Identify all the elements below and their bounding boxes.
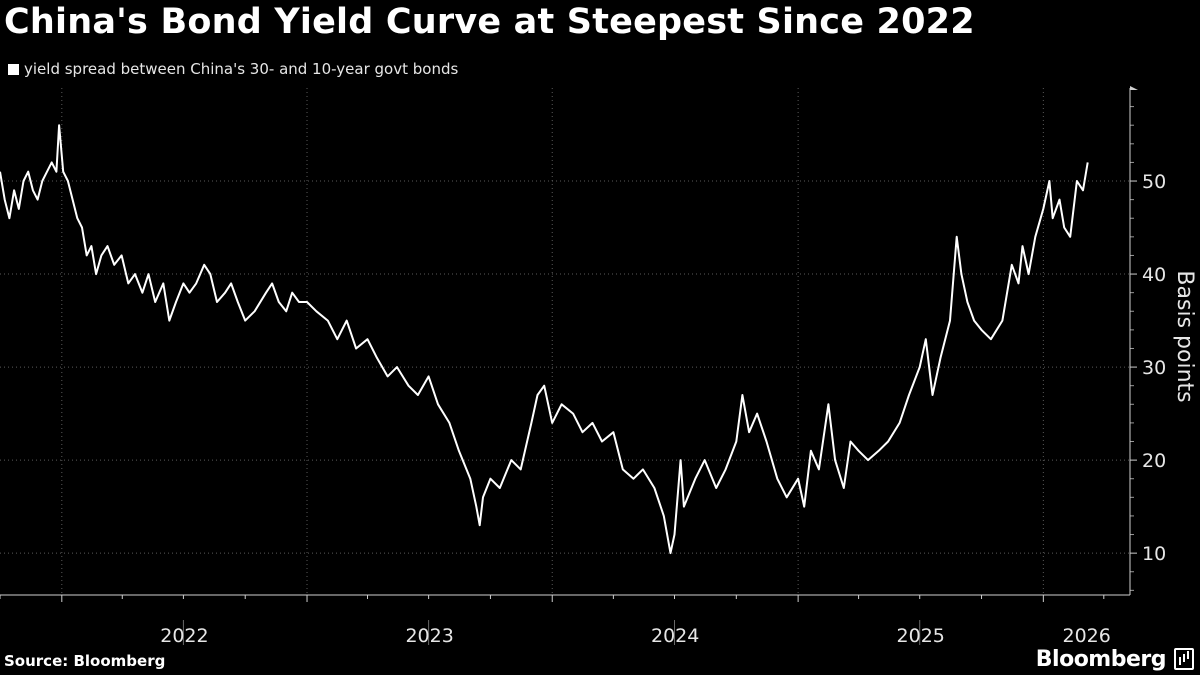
series [0, 124, 1089, 555]
y-axis-label: Basis points [1172, 270, 1197, 402]
series-line [0, 124, 1089, 555]
x-tick-label: 2024 [651, 625, 699, 647]
tick-labels: 10 20 30 40 50 Basis points 2022 2023 2024 2025 20… [160, 171, 1197, 647]
legend-swatch [8, 63, 19, 75]
y-tick-label: 50 [1142, 171, 1166, 193]
chart-icon [1174, 648, 1194, 670]
y-tick-label: 20 [1142, 450, 1166, 472]
x-tick-label: 2025 [897, 625, 945, 647]
x-tick-label: 2023 [405, 625, 453, 647]
legend: yield spread between China's 30- and 10-… [8, 60, 458, 78]
grid [0, 88, 1130, 595]
x-tick-label: 2026 [1062, 625, 1110, 647]
source-note: Source: Bloomberg [4, 652, 166, 670]
x-tick-label: 2022 [160, 625, 208, 647]
legend-label: yield spread between China's 30- and 10-… [24, 60, 459, 78]
chart-title: China's Bond Yield Curve at Steepest Sin… [4, 2, 975, 42]
axes [0, 86, 1138, 645]
y-axis-arrow [1130, 86, 1138, 90]
y-tick-label: 40 [1142, 264, 1166, 286]
y-tick-label: 30 [1142, 357, 1166, 379]
brand-logo: Bloomberg [1035, 647, 1167, 672]
y-tick-label: 10 [1142, 543, 1166, 565]
